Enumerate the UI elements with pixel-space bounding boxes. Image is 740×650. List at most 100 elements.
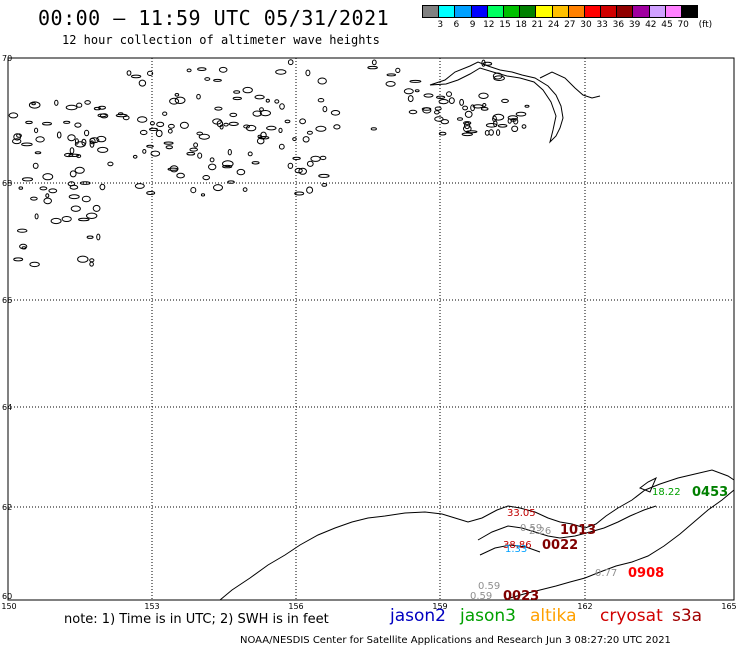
ice-contour — [165, 145, 174, 150]
inner-coastline — [477, 505, 657, 541]
lat-label: 68 — [2, 179, 12, 188]
color-scale-label: 30 — [580, 20, 592, 30]
color-scale-label: 12 — [483, 20, 495, 30]
ice-contour — [21, 246, 27, 250]
color-scale-label: 45 — [661, 20, 673, 30]
color-scale-label: 27 — [564, 20, 576, 30]
ice-contour — [258, 136, 270, 140]
swh-observation: 1.33 — [505, 544, 527, 555]
ice-contour — [147, 70, 154, 77]
color-scale-box — [681, 5, 699, 18]
ice-contour — [150, 150, 161, 157]
ice-contour — [287, 162, 294, 169]
ice-contour — [440, 119, 449, 125]
ice-contour — [228, 121, 239, 127]
color-scale-unit: (ft) — [698, 20, 713, 30]
ice-contour — [146, 191, 156, 195]
ice-contour — [32, 162, 39, 169]
ice-contour — [284, 119, 291, 124]
ice-contour — [251, 161, 260, 165]
ice-contour — [42, 173, 54, 181]
ice-contour — [31, 102, 36, 106]
ice-contour — [8, 112, 19, 119]
ice-contour — [480, 107, 489, 111]
color-scale-label: 9 — [469, 20, 476, 30]
ice-contour — [61, 216, 72, 222]
ice-contour — [13, 133, 22, 141]
ice-contour — [501, 98, 509, 104]
color-scale-boxes — [422, 5, 699, 18]
ice-contour — [266, 125, 277, 131]
color-scale-label: 36 — [612, 20, 625, 30]
ice-contour — [367, 65, 378, 70]
time-stamp-label: 0023 — [503, 589, 539, 604]
color-scale-label: 18 — [515, 20, 527, 30]
lat-label: 66 — [2, 296, 12, 305]
lat-label: 60 — [2, 592, 12, 601]
ice-contour — [408, 109, 418, 115]
ice-contour — [446, 91, 452, 97]
ice-contour — [434, 106, 442, 111]
time-stamp-label: 0908 — [628, 566, 664, 581]
ice-contour — [227, 149, 232, 156]
ice-contour — [149, 121, 155, 126]
ice-contour — [21, 142, 33, 147]
ice-contour — [254, 94, 265, 100]
ice-contour — [34, 151, 42, 155]
ice-contour — [167, 167, 179, 171]
map-title: 00:00 – 11:59 UTC 05/31/2021 — [38, 6, 390, 30]
ice-contour — [299, 118, 307, 125]
ice-contour — [39, 186, 48, 191]
color-scale-label: 70 — [677, 20, 689, 30]
swh-observation: 0.77 — [595, 568, 617, 579]
ice-contour — [448, 97, 455, 104]
ice-contour — [64, 152, 74, 158]
ice-contour — [18, 186, 24, 190]
swh-observation: 0.59 — [478, 581, 500, 592]
ice-contour — [204, 77, 211, 81]
ice-contour — [96, 135, 107, 143]
ice-contour — [265, 98, 270, 103]
ice-contour — [43, 197, 53, 205]
inlet-coastline — [479, 544, 541, 556]
ice-contour — [434, 110, 440, 115]
ice-contour — [130, 74, 142, 79]
ice-contour — [242, 187, 248, 192]
ice-contour — [76, 102, 83, 108]
ice-contour — [370, 127, 377, 131]
ice-contour — [28, 101, 41, 109]
ice-contour — [74, 122, 82, 128]
ice-contour — [256, 137, 265, 145]
ice-contour — [63, 120, 71, 124]
lon-label: 153 — [144, 602, 159, 611]
ice-contour — [93, 106, 102, 111]
time-stamp-label: 1013 — [560, 523, 596, 538]
ice-contour — [68, 153, 80, 158]
ice-contour — [89, 261, 94, 267]
ice-contour — [139, 129, 148, 136]
ice-contour — [186, 151, 196, 156]
ice-contour — [122, 115, 130, 121]
ice-contour — [190, 187, 197, 194]
ice-contour — [222, 160, 234, 168]
ice-contour — [305, 69, 311, 77]
ice-contour — [89, 258, 95, 263]
ice-contour — [115, 113, 128, 118]
ice-contour — [25, 120, 33, 125]
ice-contour — [68, 194, 80, 200]
ice-contour — [484, 130, 490, 136]
ice-contour — [198, 133, 210, 140]
ice-contour — [213, 78, 222, 82]
ice-contour — [74, 166, 85, 174]
ice-contour — [275, 69, 287, 75]
ice-contour — [278, 127, 283, 133]
ice-contour — [521, 124, 527, 129]
ice-contour — [176, 172, 185, 179]
sea-ice-contours — [8, 59, 530, 268]
ice-contour — [386, 73, 397, 77]
ice-contour — [507, 118, 512, 124]
ice-contour — [54, 99, 59, 106]
ice-contour — [12, 138, 22, 145]
southern-coastline-lower — [509, 489, 735, 599]
ice-contour — [482, 61, 493, 66]
